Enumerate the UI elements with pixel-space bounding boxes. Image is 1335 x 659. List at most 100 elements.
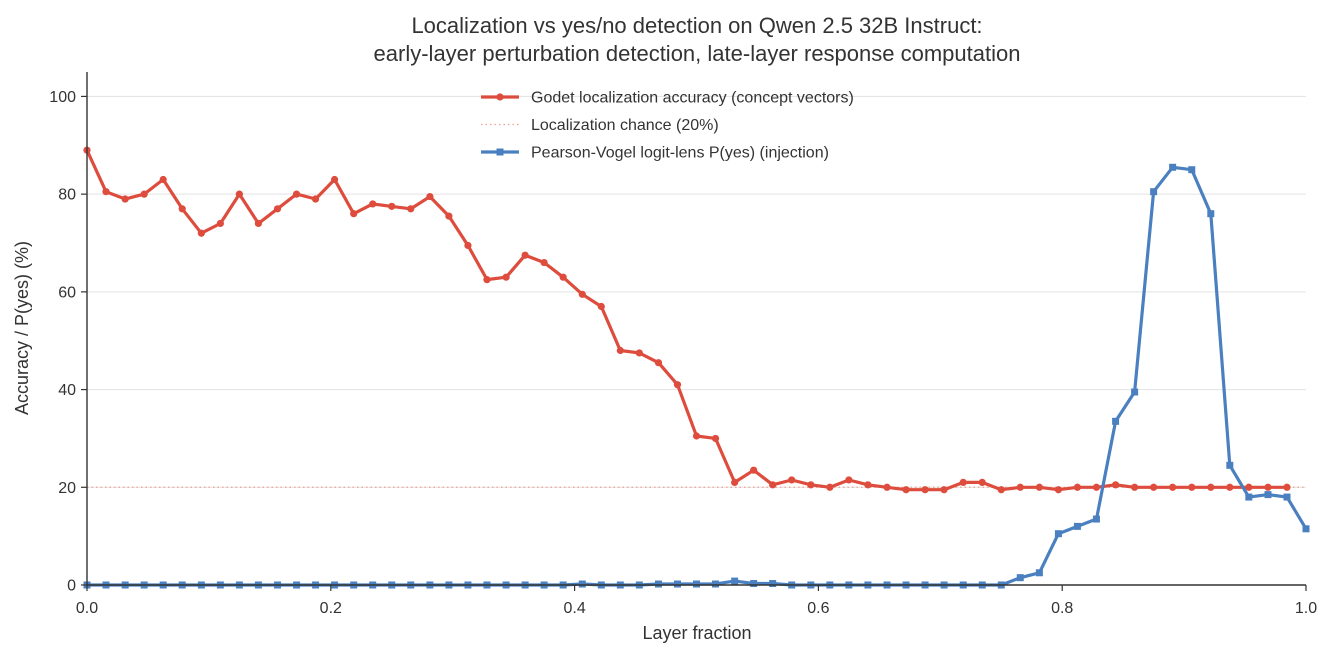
localization-point-15 xyxy=(369,200,377,208)
legend-label-0: Godet localization accuracy (concept vec… xyxy=(531,90,854,107)
legend-item-0: Godet localization accuracy (concept vec… xyxy=(481,90,854,107)
localization-point-61 xyxy=(1245,483,1253,491)
x-tick-label-3: 0.6 xyxy=(807,600,829,617)
logit-lens-point-36 xyxy=(769,580,777,588)
logit-lens-point-35 xyxy=(750,580,758,588)
localization-point-52 xyxy=(1073,483,1082,491)
logit-lens-point-51 xyxy=(1054,530,1062,538)
localization-point-35 xyxy=(750,466,758,474)
localization-point-56 xyxy=(1150,483,1158,491)
logit-lens-point-54 xyxy=(1112,417,1120,425)
x-tick-label-1: 0.2 xyxy=(320,600,342,617)
legend-item-1: Localization chance (20%) xyxy=(481,117,719,134)
y-tick-label-0: 0 xyxy=(67,578,76,595)
logit-lens-point-64 xyxy=(1302,525,1310,533)
localization-point-3 xyxy=(140,190,148,198)
localization-point-48 xyxy=(997,486,1005,494)
localization-point-5 xyxy=(178,205,186,213)
localization-point-44 xyxy=(921,486,929,494)
localization-point-10 xyxy=(273,205,282,213)
localization-point-8 xyxy=(235,190,243,198)
localization-point-46 xyxy=(959,478,967,486)
localization-point-4 xyxy=(159,175,167,184)
localization-point-38 xyxy=(807,481,815,489)
localization-point-50 xyxy=(1035,483,1044,491)
y-tick-label-2: 40 xyxy=(58,382,76,399)
x-tick-label-0: 0.0 xyxy=(76,600,98,617)
x-axis-label: Layer fraction xyxy=(642,623,751,643)
legend-marker-2 xyxy=(496,148,504,156)
localization-point-58 xyxy=(1188,483,1196,491)
legend-item-2: Pearson-Vogel logit-lens P(yes) (injecti… xyxy=(481,145,829,162)
logit-lens-point-59 xyxy=(1207,210,1215,218)
logit-lens-line xyxy=(85,165,1308,587)
localization-point-43 xyxy=(902,486,910,494)
localization-point-34 xyxy=(731,478,739,486)
localization-point-24 xyxy=(540,258,548,267)
localization-point-62 xyxy=(1264,483,1272,491)
chart-title-line2: early-layer perturbation detection, late… xyxy=(374,41,1021,66)
logit-lens-point-32 xyxy=(693,580,700,588)
x-tick-label-5: 1.0 xyxy=(1295,600,1317,617)
logit-lens-point-26 xyxy=(578,580,586,588)
logit-lens-point-63 xyxy=(1283,493,1291,501)
logit-lens-point-62 xyxy=(1264,491,1272,499)
localization-point-9 xyxy=(254,219,262,228)
localization-point-1 xyxy=(102,188,110,196)
localization-point-22 xyxy=(502,273,510,281)
logit-lens-point-31 xyxy=(673,580,681,588)
y-tick-label-4: 80 xyxy=(58,187,76,204)
logit-lens-series xyxy=(83,163,1310,589)
localization-point-42 xyxy=(883,483,891,491)
localization-point-27 xyxy=(597,302,605,311)
localization-point-30 xyxy=(654,359,663,367)
y-tick-label-1: 20 xyxy=(58,480,76,497)
logit-lens-point-49 xyxy=(1016,574,1024,582)
localization-point-16 xyxy=(388,202,396,210)
localization-point-49 xyxy=(1016,483,1024,491)
logit-lens-point-33 xyxy=(712,580,720,588)
logit-lens-point-57 xyxy=(1169,163,1177,171)
logit-lens-point-53 xyxy=(1092,515,1100,523)
logit-lens-point-58 xyxy=(1188,166,1196,174)
localization-point-37 xyxy=(788,476,796,484)
localization-point-41 xyxy=(864,481,872,489)
localization-point-33 xyxy=(711,434,720,443)
y-tick-label-5: 100 xyxy=(49,89,76,106)
chart-title-line1: Localization vs yes/no detection on Qwen… xyxy=(411,13,982,38)
localization-point-18 xyxy=(426,192,434,201)
localization-point-29 xyxy=(635,349,643,357)
legend-marker-0 xyxy=(496,93,504,101)
localization-point-25 xyxy=(559,273,567,281)
localization-point-26 xyxy=(578,290,586,298)
y-tick-label-3: 60 xyxy=(58,284,76,301)
localization-point-19 xyxy=(445,212,453,220)
logit-lens-point-52 xyxy=(1073,522,1081,530)
x-tick-label-2: 0.4 xyxy=(563,600,585,617)
localization-point-13 xyxy=(330,175,339,184)
localization-point-6 xyxy=(197,229,205,237)
logit-lens-point-55 xyxy=(1131,388,1139,396)
localization-point-51 xyxy=(1054,486,1063,494)
localization-point-11 xyxy=(292,190,301,198)
localization-point-14 xyxy=(350,210,358,218)
legend-label-2: Pearson-Vogel logit-lens P(yes) (injecti… xyxy=(531,145,829,162)
localization-point-32 xyxy=(692,432,701,440)
localization-point-59 xyxy=(1207,483,1215,491)
localization-point-2 xyxy=(121,195,129,203)
localization-point-40 xyxy=(845,476,853,484)
localization-point-23 xyxy=(521,251,529,259)
localization-point-31 xyxy=(673,381,682,389)
series-layer xyxy=(83,146,1310,589)
localization-point-39 xyxy=(826,483,834,491)
localization-series xyxy=(83,146,1291,494)
localization-point-47 xyxy=(978,478,986,486)
localization-point-54 xyxy=(1111,481,1120,489)
localization-point-20 xyxy=(464,241,472,250)
localization-point-21 xyxy=(483,276,491,284)
localization-point-12 xyxy=(311,195,320,203)
localization-point-45 xyxy=(940,486,948,494)
logit-lens-point-50 xyxy=(1035,569,1043,577)
localization-line xyxy=(85,148,1289,492)
